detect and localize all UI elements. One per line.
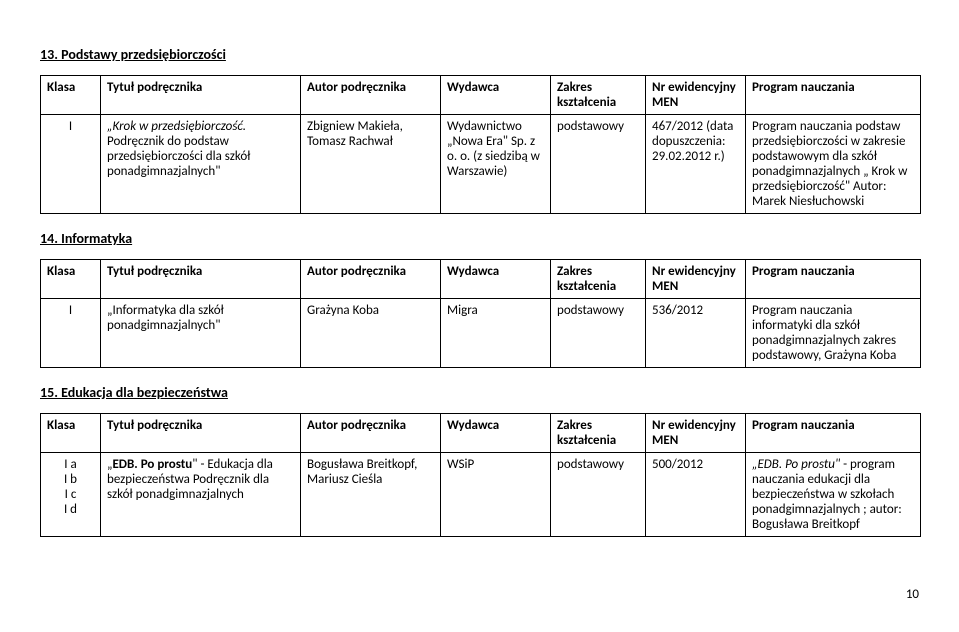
th-zakres: Zakres kształcenia	[551, 414, 646, 453]
cell-wydawca: Wydawnictwo „Nowa Era" Sp. z o. o. (z si…	[441, 115, 551, 214]
klasa-line: I c	[65, 487, 77, 502]
cell-wydawca: WSiP	[441, 453, 551, 537]
cell-zakres: podstawowy	[551, 115, 646, 214]
cell-program: Program nauczania informatyki dla szkół …	[746, 299, 921, 368]
cell-nr: 467/2012 (data dopuszczenia: 29.02.2012 …	[646, 115, 746, 214]
klasa-line: I a	[64, 457, 76, 472]
th-nr: Nr ewidencyjny MEN	[646, 414, 746, 453]
cell-program: Program nauczania podstaw przedsiębiorcz…	[746, 115, 921, 214]
cell-klasa: I	[41, 115, 101, 214]
table-row: I „Informatyka dla szkół ponadgimnazjaln…	[41, 299, 921, 368]
table-row: I „Krok w przedsiębiorczość. Podręcznik …	[41, 115, 921, 214]
cell-tytul: „Krok w przedsiębiorczość. Podręcznik do…	[101, 115, 301, 214]
th-zakres: Zakres kształcenia	[551, 76, 646, 115]
tytul-rest: Podręcznik do podstaw przedsiębiorczości…	[107, 134, 250, 179]
th-klasa: Klasa	[41, 414, 101, 453]
cell-autor: Grażyna Koba	[301, 299, 441, 368]
cell-nr: 500/2012	[646, 453, 746, 537]
th-wydawca: Wydawca	[441, 76, 551, 115]
cell-tytul: „EDB. Po prostu" - Edukacja dla bezpiecz…	[101, 453, 301, 537]
tytul-italic: „Krok w przedsiębiorczość.	[107, 119, 246, 134]
section-13-title: 13. Podstawy przedsiębiorczości	[40, 46, 919, 63]
cell-program: „EDB. Po prostu" - program nauczania edu…	[746, 453, 921, 537]
cell-autor: Bogusława Breitkopf, Mariusz Cieśla	[301, 453, 441, 537]
th-klasa: Klasa	[41, 260, 101, 299]
table-header-row: Klasa Tytuł podręcznika Autor podręcznik…	[41, 76, 921, 115]
klasa-line: I b	[64, 472, 77, 487]
th-program: Program nauczania	[746, 76, 921, 115]
th-klasa: Klasa	[41, 76, 101, 115]
cell-autor: Zbigniew Makieła, Tomasz Rachwał	[301, 115, 441, 214]
tytul-bold: EDB. Po prostu	[112, 457, 192, 472]
cell-tytul: „Informatyka dla szkół ponadgimnazjalnyc…	[101, 299, 301, 368]
table-row: I a I b I c I d „EDB. Po prostu" - Eduka…	[41, 453, 921, 537]
program-italic: „EDB. Po prostu"	[752, 457, 840, 472]
th-autor: Autor podręcznika	[301, 260, 441, 299]
table-15: Klasa Tytuł podręcznika Autor podręcznik…	[40, 413, 921, 537]
klasa-line: I d	[64, 502, 77, 517]
page-number: 10	[40, 587, 919, 602]
th-wydawca: Wydawca	[441, 414, 551, 453]
cell-klasa: I	[41, 299, 101, 368]
table-13: Klasa Tytuł podręcznika Autor podręcznik…	[40, 75, 921, 214]
th-autor: Autor podręcznika	[301, 76, 441, 115]
th-tytul: Tytuł podręcznika	[101, 76, 301, 115]
th-autor: Autor podręcznika	[301, 414, 441, 453]
table-header-row: Klasa Tytuł podręcznika Autor podręcznik…	[41, 260, 921, 299]
cell-nr: 536/2012	[646, 299, 746, 368]
th-nr: Nr ewidencyjny MEN	[646, 260, 746, 299]
section-15-title: 15. Edukacja dla bezpieczeństwa	[40, 384, 919, 401]
th-tytul: Tytuł podręcznika	[101, 260, 301, 299]
th-tytul: Tytuł podręcznika	[101, 414, 301, 453]
cell-zakres: podstawowy	[551, 299, 646, 368]
th-nr: Nr ewidencyjny MEN	[646, 76, 746, 115]
th-program: Program nauczania	[746, 260, 921, 299]
th-program: Program nauczania	[746, 414, 921, 453]
th-zakres: Zakres kształcenia	[551, 260, 646, 299]
section-14-title: 14. Informatyka	[40, 230, 919, 247]
cell-zakres: podstawowy	[551, 453, 646, 537]
cell-wydawca: Migra	[441, 299, 551, 368]
table-14: Klasa Tytuł podręcznika Autor podręcznik…	[40, 259, 921, 368]
cell-klasa: I a I b I c I d	[41, 453, 101, 537]
th-wydawca: Wydawca	[441, 260, 551, 299]
table-header-row: Klasa Tytuł podręcznika Autor podręcznik…	[41, 414, 921, 453]
